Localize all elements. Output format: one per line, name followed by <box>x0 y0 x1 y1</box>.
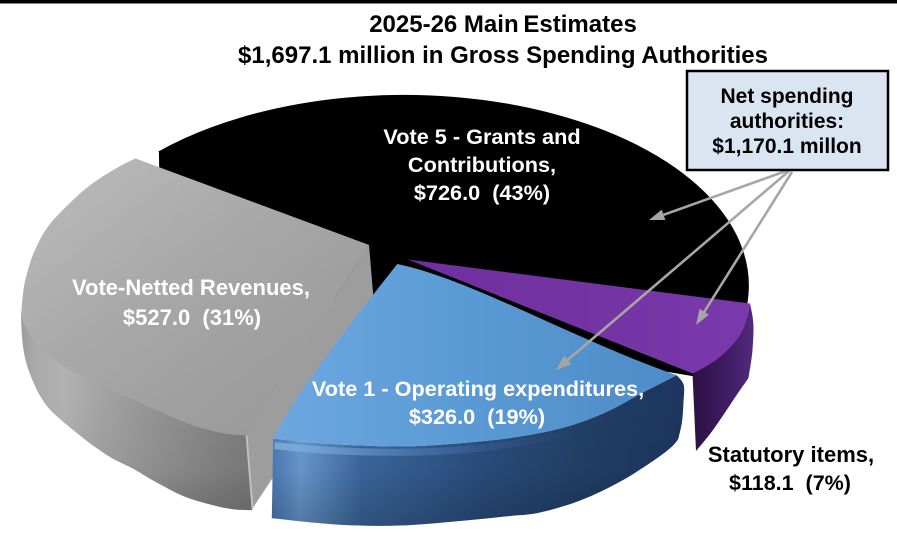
svg-text:$527.0 (31%): $527.0 (31%) <box>123 305 261 330</box>
svg-text:authorities:: authorities: <box>730 110 844 133</box>
svg-text:$1,697.1 million in Gross Spen: $1,697.1 million in Gross Spending Autho… <box>238 42 768 69</box>
svg-text:$326.0 (19%): $326.0 (19%) <box>409 404 545 429</box>
svg-text:Vote 1 - Operating expenditure: Vote 1 - Operating expenditures, <box>312 376 644 401</box>
svg-text:Contributions,: Contributions, <box>408 152 556 177</box>
svg-text:Vote-Netted Revenues,: Vote-Netted Revenues, <box>72 275 310 300</box>
svg-text:Statutory items,: Statutory items, <box>708 442 874 467</box>
svg-text:$726.0 (43%): $726.0 (43%) <box>414 180 550 205</box>
svg-text:Vote 5 - Grants and: Vote 5 - Grants and <box>383 124 580 149</box>
svg-text:2025-26 Main Estimates: 2025-26 Main Estimates <box>369 11 637 38</box>
svg-text:$1,170.1 millon: $1,170.1 millon <box>712 135 861 158</box>
svg-text:$118.1 (7%): $118.1 (7%) <box>729 471 851 495</box>
svg-text:Net spending: Net spending <box>720 85 853 108</box>
